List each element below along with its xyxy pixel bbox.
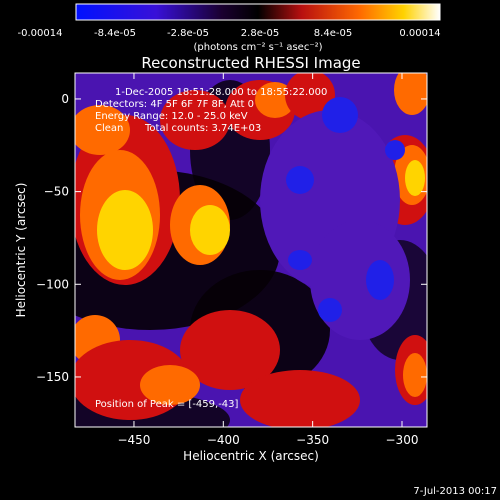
intensity-region xyxy=(180,310,280,390)
colorbar-ticks: -0.00014 -8.4e-05 -2.8e-05 2.8e-05 8.4e-05 0.… xyxy=(18,28,441,39)
colorbar xyxy=(75,3,441,21)
intensity-region xyxy=(286,166,314,194)
y-tick-label: 0 xyxy=(61,92,69,106)
intensity-region xyxy=(318,298,342,322)
plot-frame xyxy=(74,72,428,428)
colorbar-tick-label: -2.8e-05 xyxy=(167,28,209,39)
energy-range-annotation: Energy Range: 12.0 - 25.0 keV xyxy=(95,111,248,122)
detectors-annotation: Detectors: 4F 5F 6F 7F 8F, Att 0 xyxy=(95,99,254,110)
footer-date: 7-Jul-2013 00:17 xyxy=(413,486,497,497)
x-tick-label: −450 xyxy=(117,433,150,447)
intensity-region xyxy=(405,160,425,196)
x-tick-label: −350 xyxy=(296,433,329,447)
time-range-annotation: 1-Dec-2005 18:51:28.000 to 18:55:22.000 xyxy=(115,87,327,98)
x-tick-label: −300 xyxy=(386,433,419,447)
intensity-region xyxy=(403,353,427,397)
y-tick-label: −100 xyxy=(36,277,69,291)
intensity-region xyxy=(285,73,335,120)
intensity-region xyxy=(140,365,200,405)
intensity-region xyxy=(310,220,410,340)
intensity-region xyxy=(288,250,312,270)
y-tick-label: −50 xyxy=(44,185,69,199)
total-counts-annotation: Total counts: 3.74E+03 xyxy=(144,123,261,134)
peak-position-annotation: Position of Peak = [-459,-43] xyxy=(95,399,239,410)
x-axis-label: Heliocentric X (arcsec) xyxy=(183,449,319,463)
colorbar-tick-label: -8.4e-05 xyxy=(94,28,136,39)
intensity-region xyxy=(240,370,360,427)
colorbar-tick-label: 8.4e-05 xyxy=(314,28,352,39)
colorbar-units-label: (photons cm⁻² s⁻¹ asec⁻²) xyxy=(193,42,322,53)
x-tick-label: −400 xyxy=(207,433,240,447)
intensity-region xyxy=(366,260,394,300)
intensity-region xyxy=(190,205,230,255)
intensity-region xyxy=(160,90,230,150)
chart-title: Reconstructed RHESSI Image xyxy=(141,54,360,72)
axes: −450 −400 −350 −300 0 −50 −100 −150 xyxy=(36,73,427,447)
intensity-region xyxy=(255,82,295,118)
y-tick-label: −150 xyxy=(36,370,69,384)
colorbar-tick-label: -0.00014 xyxy=(18,28,63,39)
intensity-region xyxy=(385,140,405,160)
intensity-region xyxy=(322,97,358,133)
colorbar-tick-label: 2.8e-05 xyxy=(241,28,279,39)
method-annotation: Clean xyxy=(95,123,123,134)
intensity-region xyxy=(97,190,153,270)
colorbar-tick-label: 0.00014 xyxy=(399,28,440,39)
y-axis-label: Heliocentric Y (arcsec) xyxy=(14,183,28,318)
intensity-region xyxy=(394,73,427,115)
intensity-region xyxy=(75,105,130,155)
heatmap-image xyxy=(75,73,427,427)
